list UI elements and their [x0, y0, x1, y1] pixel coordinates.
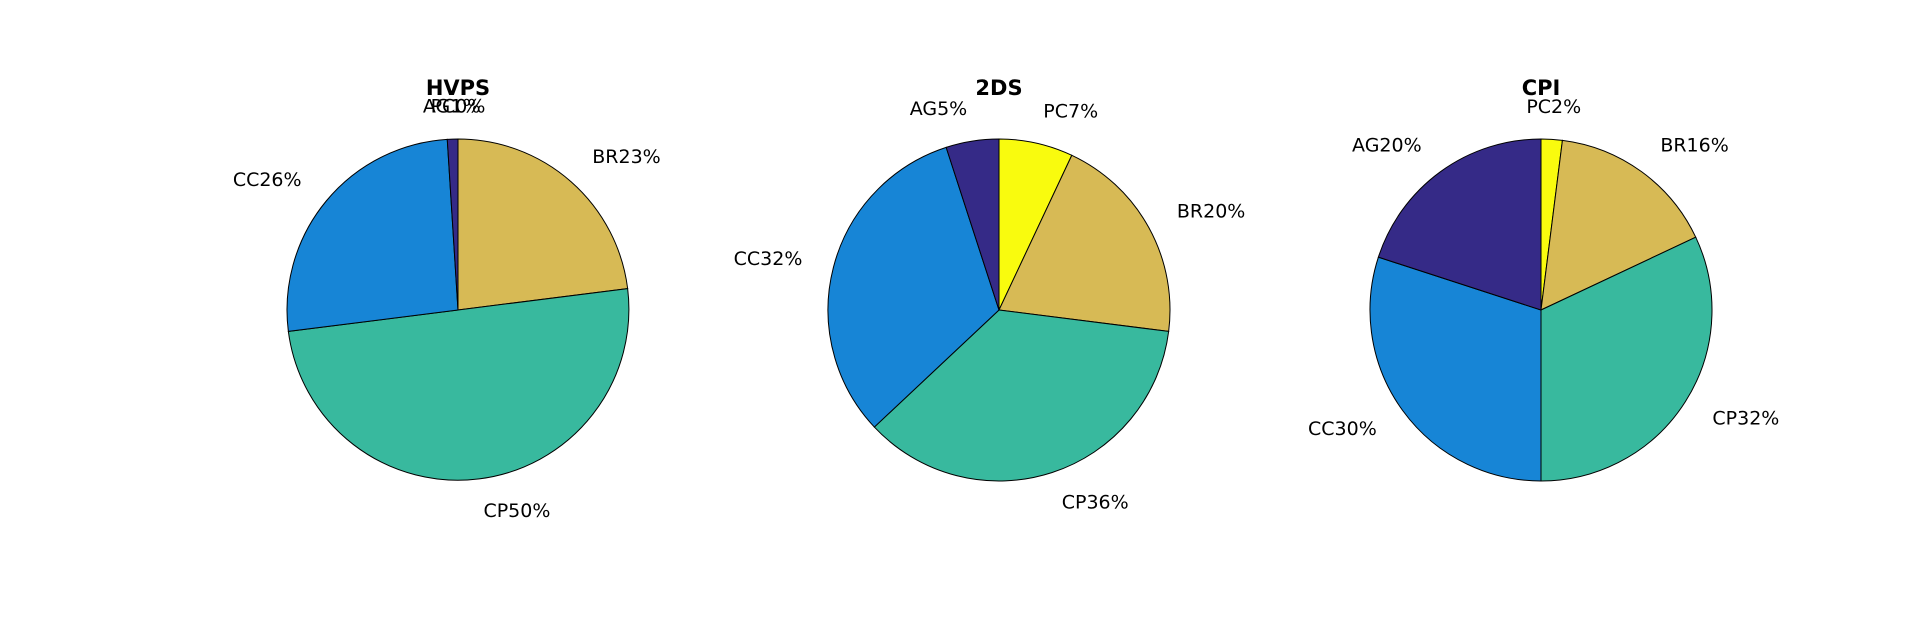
chart-title: HVPS [426, 76, 490, 100]
pie-slices [1369, 138, 1713, 482]
pie-slices [827, 138, 1171, 482]
slice-labels: PC2% BR16% CP32% CC30% AG20% [1308, 96, 1779, 440]
pie-slice-ag [446, 138, 459, 311]
pie-slice-br [998, 154, 1171, 332]
slice-label-cp: CP32% [1712, 407, 1779, 429]
pie-slice-br [1540, 139, 1697, 311]
pie-slice-cc [827, 146, 1000, 428]
slice-label-ag: AG20% [1352, 134, 1422, 156]
slice-labels: PC7% BR20% CP36% CC32% AG5% [734, 98, 1246, 514]
pie-slice-br [457, 138, 629, 311]
pie-slice-cc [1369, 256, 1542, 482]
2ds-pie-chart: 2DS PC7% BR20% CP36% CC32% AG5% [734, 76, 1246, 514]
slice-label-cc: CC26% [233, 169, 302, 191]
slice-label-br: BR16% [1660, 134, 1728, 156]
pie-slice-cp [287, 288, 630, 481]
cpi-pie-chart: CPI PC2% BR16% CP32% CC30% AG20% [1308, 76, 1779, 482]
chart-title: 2DS [975, 76, 1022, 100]
slice-label-cp: CP36% [1062, 492, 1129, 514]
pie-slice-ag [1377, 138, 1542, 311]
slice-label-cc: CC32% [734, 248, 803, 270]
chart-title: CPI [1522, 76, 1561, 100]
slice-labels: PC0% BR23% CP50% CC26% AG1% [233, 96, 661, 522]
pie-slice-ag [945, 138, 1000, 311]
pie-slice-cp [873, 309, 1170, 482]
slice-label-pc: PC0% [431, 96, 486, 118]
pie-slice-cp [1540, 236, 1713, 482]
slice-label-ag: AG1% [423, 96, 481, 118]
pie-slices [286, 138, 630, 481]
slice-label-cc: CC30% [1308, 418, 1377, 440]
slice-label-pc: PC7% [1043, 100, 1098, 122]
pie-slice-cc [286, 138, 459, 332]
slice-label-ag: AG5% [910, 98, 968, 120]
slice-label-pc: PC2% [1526, 96, 1581, 118]
slice-label-cp: CP50% [483, 500, 550, 522]
slice-label-br: BR23% [592, 146, 660, 168]
slice-label-br: BR20% [1177, 201, 1245, 223]
hvps-pie-chart: HVPS PC0% BR23% CP50% CC26% AG1% [233, 76, 661, 522]
